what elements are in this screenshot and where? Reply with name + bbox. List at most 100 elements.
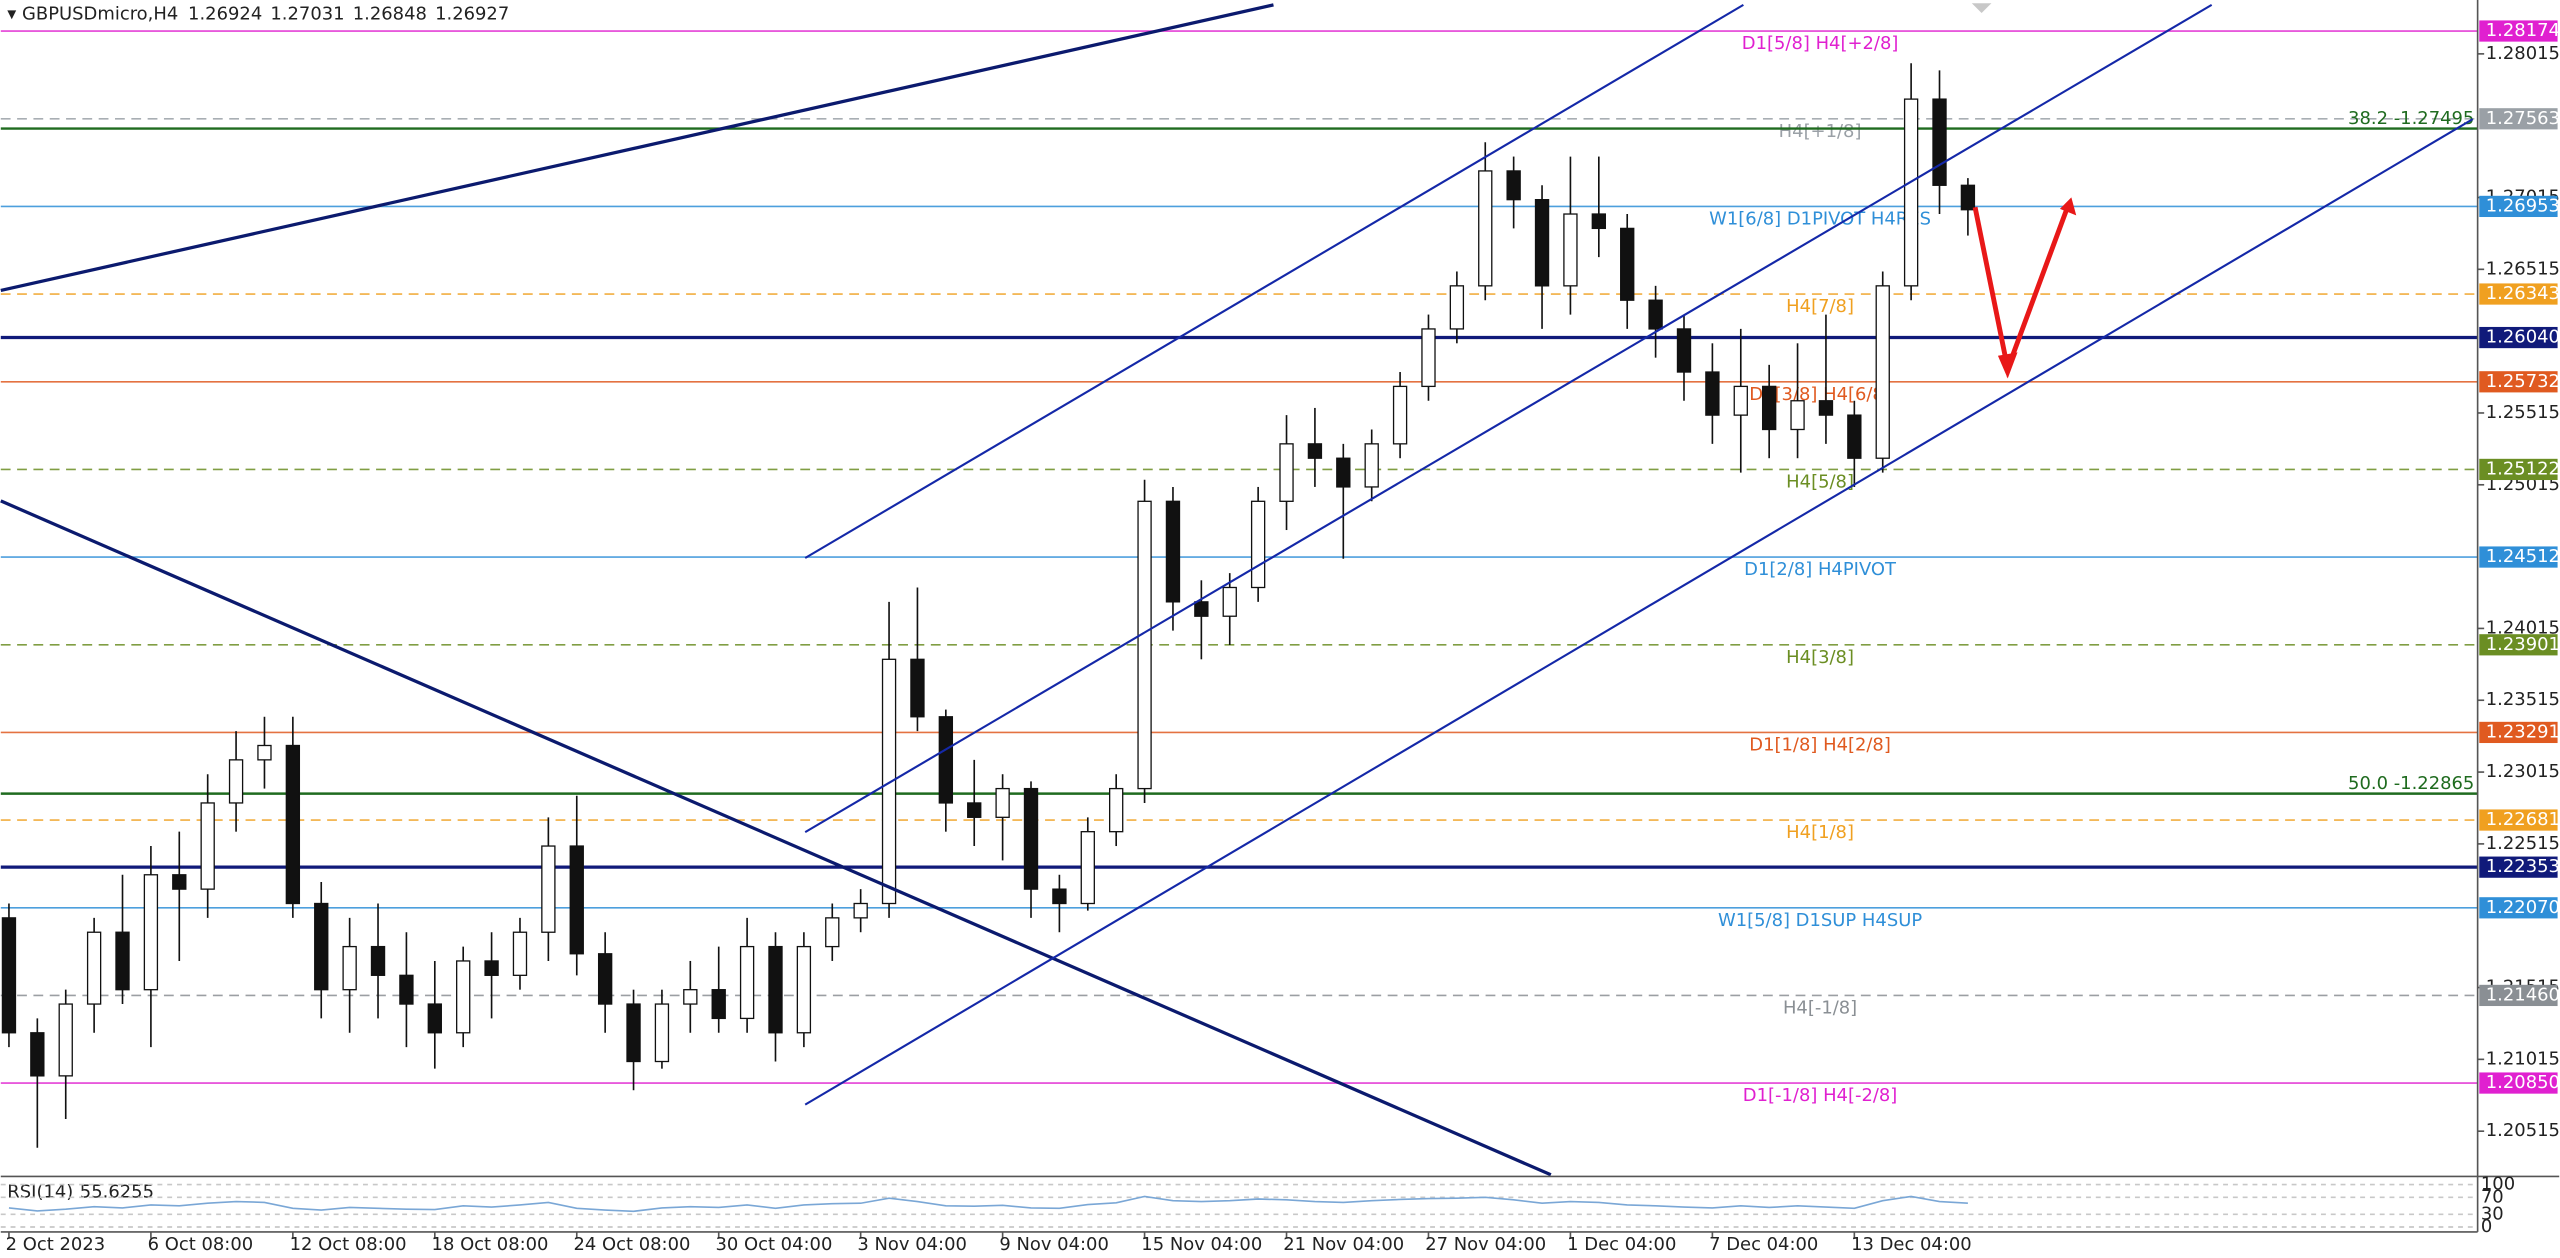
x-tick-label: 6 Oct 08:00 (148, 1234, 254, 1255)
channel-line (804, 118, 2474, 1106)
level-text: D1[-1/8] H4[-2/8] (1743, 1085, 1898, 1106)
y-tick-label: 1.25515 (2486, 402, 2560, 423)
price-label-box (2479, 856, 2558, 878)
candle-body (1733, 385, 1748, 416)
price-label: 1.22353 (2486, 856, 2560, 877)
candle-body (512, 931, 528, 976)
candle-body (456, 960, 471, 1034)
x-tick-label: 3 Nov 04:00 (857, 1234, 967, 1255)
price-label: 1.28174 (2486, 20, 2560, 41)
candle-body (1761, 385, 1777, 431)
candle-body (1421, 328, 1436, 388)
candle-body (1279, 443, 1294, 502)
x-tick-label: 7 Dec 04:00 (1709, 1234, 1818, 1255)
level-text: D1[1/8] H4[2/8] (1749, 734, 1891, 755)
candle-body (1932, 98, 1947, 186)
candle-body (626, 1003, 641, 1063)
price-label-box (2479, 721, 2558, 744)
level-text: D1[3/8] H4[6/8] (1749, 384, 1891, 405)
level-text: D1[2/8] H4PIVOT (1744, 559, 1897, 580)
candle-body (1392, 385, 1408, 445)
level-text: H4[7/8] (1786, 296, 1854, 317)
price-label-box (2479, 283, 2558, 305)
candle-body (1903, 98, 1919, 287)
trend-line (0, 499, 1552, 1177)
arrow-head (2059, 197, 2077, 216)
candle-body (654, 1003, 670, 1063)
price-label: 1.23901 (2486, 634, 2560, 655)
channel-line (804, 3, 1744, 559)
candle-body (1648, 299, 1663, 330)
candle-body (1960, 184, 1976, 211)
y-tick-label: 1.24015 (2486, 617, 2560, 638)
x-tick-label: 13 Dec 04:00 (1851, 1234, 1972, 1255)
price-label: 1.26040 (2486, 327, 2560, 348)
x-tick-label: 12 Oct 08:00 (290, 1234, 407, 1255)
x-tick-label: 24 Oct 08:00 (573, 1234, 690, 1255)
candle-body (427, 1003, 442, 1034)
candle-body (58, 1003, 73, 1077)
candle-body (1705, 371, 1720, 416)
candle-body (711, 989, 726, 1020)
rsi-line (8, 1195, 1968, 1213)
fib-label: 38.2 -1.27495 (2348, 108, 2474, 129)
candle-body (1, 917, 17, 1034)
price-label: 1.21460 (2486, 984, 2560, 1005)
candle-body (1307, 443, 1323, 459)
candle-body (1194, 601, 1209, 617)
price-label-box (2479, 546, 2558, 568)
rsi-value: 55.6255 (80, 1182, 154, 1203)
candle-body (1364, 443, 1379, 488)
candle-body (967, 802, 982, 818)
price-label-box (2479, 984, 2558, 1007)
candle-body (825, 917, 840, 948)
candle-body (1620, 227, 1635, 301)
candle-body (881, 658, 897, 905)
candle-body (1449, 285, 1465, 330)
level-text: H4[5/8] (1786, 471, 1854, 492)
level-text: H4[1/8] (1786, 822, 1854, 843)
candle-body (86, 931, 102, 1005)
level-text: W1[5/8] D1SUP H4SUP (1718, 910, 1922, 931)
price-label-box (2479, 20, 2558, 42)
price-label-box (2479, 634, 2558, 656)
candle-body (1875, 285, 1890, 459)
x-tick-label: 18 Oct 08:00 (432, 1234, 549, 1255)
candle-body (1818, 400, 1834, 416)
low-now: 1.26848 (353, 4, 427, 25)
price-label: 1.22681 (2486, 809, 2560, 830)
high-now: 1.27031 (270, 4, 344, 25)
candle-body (370, 945, 386, 976)
candle-body (1222, 586, 1237, 617)
price-label-box (2479, 195, 2558, 218)
fib-label: 50.0 -1.22865 (2348, 773, 2474, 794)
candle-body (739, 945, 755, 1020)
x-tick-label: 15 Nov 04:00 (1141, 1234, 1262, 1255)
x-tick-label: 27 Nov 04:00 (1425, 1234, 1546, 1255)
candle-body (115, 931, 130, 991)
price-label: 1.26953 (2486, 195, 2560, 216)
candle-body (1052, 888, 1067, 905)
candle-body (1563, 213, 1578, 287)
price-label-box (2479, 108, 2558, 130)
candle-body (597, 953, 613, 1005)
candle-body (1250, 500, 1266, 589)
arrow-head (1997, 352, 2018, 379)
y-tick-label: 1.21015 (2486, 1048, 2560, 1069)
x-tick-label: 9 Nov 04:00 (999, 1234, 1109, 1255)
y-tick-label: 1.28015 (2486, 43, 2560, 64)
level-text: H4[-1/8] (1783, 997, 1857, 1018)
x-tick-label: 2 Oct 2023 (6, 1234, 105, 1255)
symbol: GBPUSDmicro,H4 (22, 4, 178, 25)
price-label: 1.26343 (2486, 283, 2560, 304)
candle-body (172, 874, 187, 890)
y-tick-label: 1.20515 (2486, 1120, 2560, 1141)
candle-body (1591, 213, 1607, 230)
candle-body (200, 802, 215, 890)
shift-marker (1971, 3, 1992, 14)
rsi-tick-label: 0 (2481, 1216, 2492, 1237)
price-label: 1.20850 (2486, 1072, 2560, 1093)
close-now: 1.26927 (435, 4, 509, 25)
y-tick-label: 1.23015 (2486, 761, 2560, 782)
candle-body (342, 945, 357, 991)
